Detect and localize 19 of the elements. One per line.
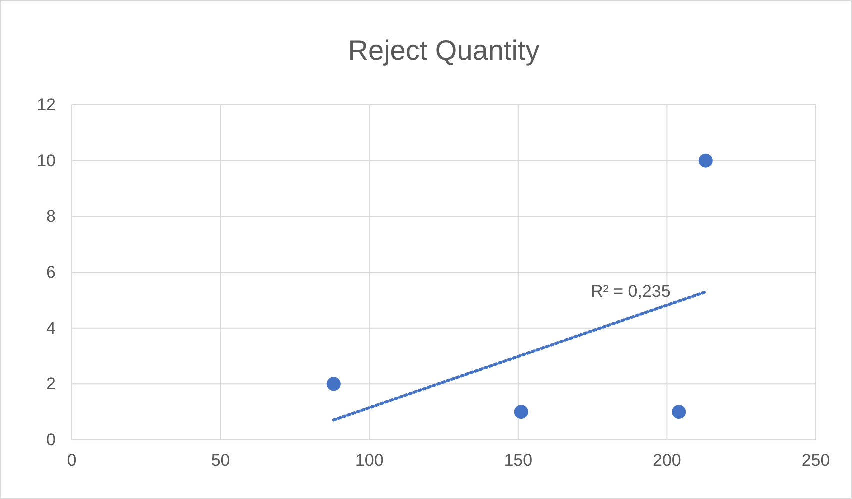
- x-tick-label: 0: [67, 451, 77, 470]
- x-tick-label: 100: [355, 451, 384, 470]
- x-tick-label: 50: [211, 451, 230, 470]
- y-tick-label: 2: [46, 374, 56, 394]
- x-tick-label: 250: [802, 451, 830, 470]
- x-tick-label: 150: [504, 451, 533, 470]
- y-tick-label: 10: [37, 151, 56, 170]
- annotation: R² = 0,235: [590, 282, 671, 302]
- y-tick-label: 6: [46, 262, 56, 282]
- point: [514, 405, 528, 420]
- y-tick-label: 0: [46, 430, 56, 450]
- point: [672, 405, 686, 420]
- y-tick-label: 4: [46, 318, 56, 338]
- x-tick-label: 200: [653, 451, 682, 470]
- y-tick-label: 12: [37, 95, 56, 114]
- point: [698, 154, 713, 168]
- chart-title: Reject Quantity: [348, 35, 540, 66]
- y-tick-label: 8: [46, 207, 56, 226]
- point: [326, 377, 341, 392]
